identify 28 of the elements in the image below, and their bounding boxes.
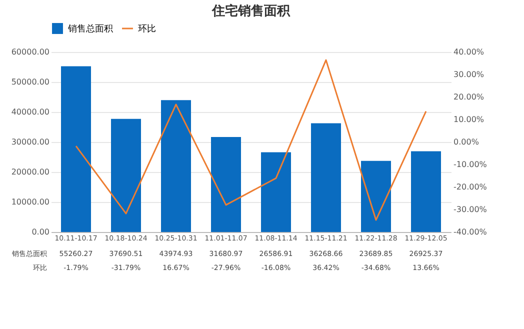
bar (111, 118, 141, 232)
bar (261, 152, 291, 232)
y-tick-label: 50000.00 (11, 78, 50, 86)
bar (361, 160, 391, 232)
chart-title: 住宅销售面积 (211, 3, 291, 19)
y-tick-label: 0.00 (32, 228, 50, 236)
bar (211, 136, 241, 232)
bar (311, 123, 341, 232)
y2-tick-label: -20.00% (454, 182, 488, 192)
y2-tick-label: -30.00% (454, 205, 488, 214)
y2-tick-label: 40.00% (454, 48, 484, 56)
y-tick-label: 30000.00 (11, 138, 50, 146)
line-series (75, 59, 427, 221)
legend-label: 环比 (138, 24, 156, 34)
bar (61, 66, 91, 232)
y2-tick-label: 20.00% (454, 92, 484, 102)
bar (161, 100, 191, 232)
y-tick-label: 40000.00 (11, 108, 50, 116)
y-tick-label: 60000.00 (11, 48, 50, 56)
y2-tick-label: 10.00% (454, 115, 484, 124)
y2-tick-label: -40.00% (454, 228, 488, 236)
y2-tick-label: -10.00% (454, 160, 488, 169)
y2-tick-label: 30.00% (454, 70, 484, 79)
y-tick-label: 20000.00 (11, 168, 50, 176)
bar (411, 151, 441, 232)
legend-label: 销售总面积 (67, 24, 113, 34)
y-tick-label: 10000.00 (11, 198, 50, 206)
y2-tick-label: 0.00% (454, 138, 480, 146)
